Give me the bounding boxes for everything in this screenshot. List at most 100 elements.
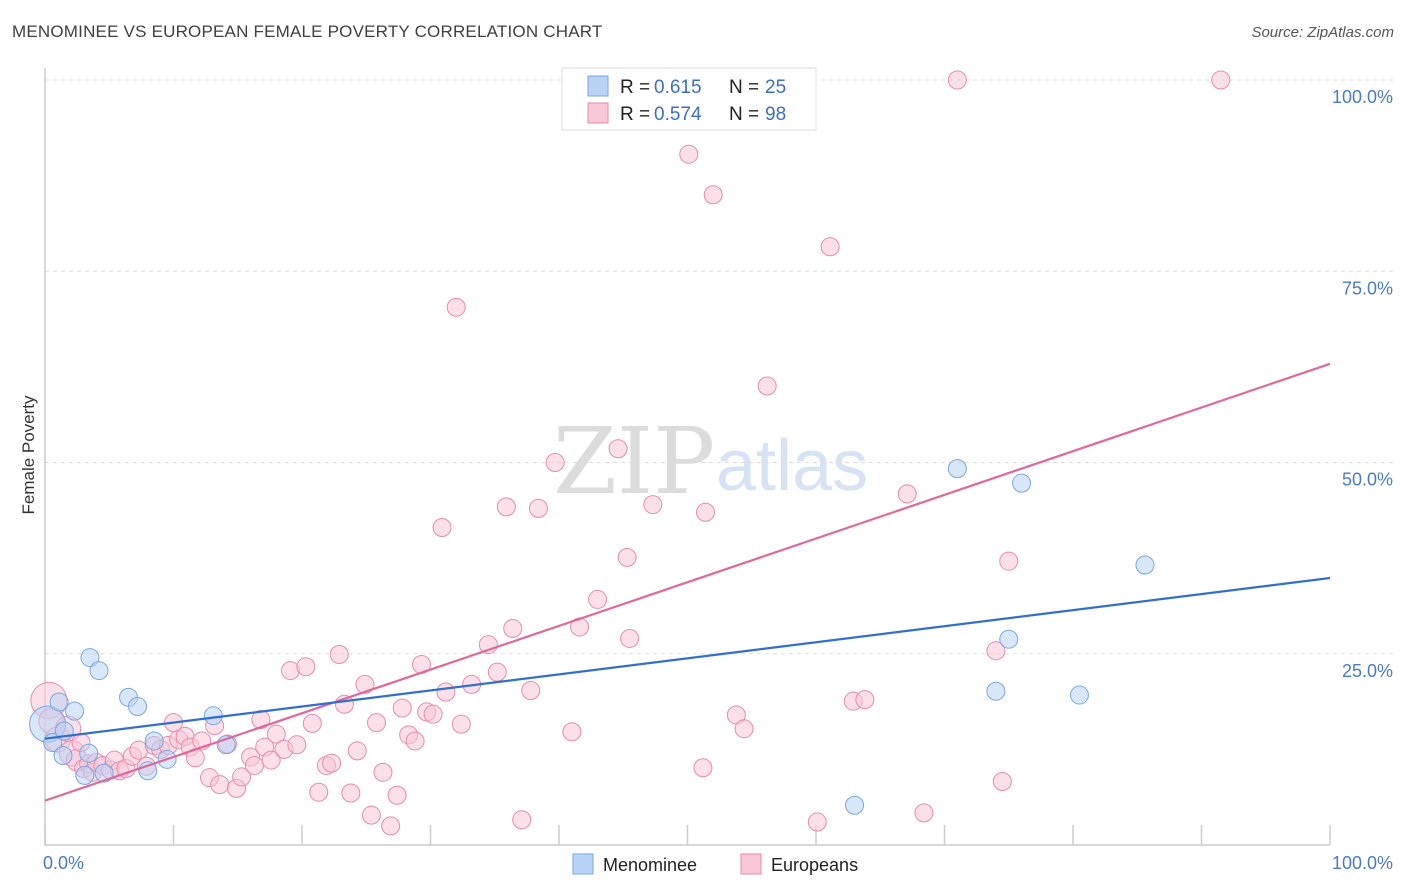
europeans-trend-line (44, 362, 1331, 802)
bottom-legend-swatch-menominee (572, 853, 594, 875)
europeans-point-70 (487, 662, 507, 682)
europeans-point-80 (608, 439, 628, 459)
menominee-point-21 (999, 629, 1019, 649)
europeans-point-99 (992, 772, 1012, 792)
legend-n-value-europeans: 98 (765, 104, 786, 125)
x-tick-label-0: 0.0% (43, 853, 84, 873)
europeans-point-92 (820, 237, 840, 257)
legend-r-label-europeans: R = (620, 104, 650, 125)
europeans-point-48 (329, 645, 349, 665)
europeans-point-75 (528, 498, 548, 518)
menominee-point-16 (203, 706, 223, 726)
europeans-point-86 (695, 502, 715, 522)
europeans-point-67 (451, 714, 471, 734)
europeans-point-87 (703, 185, 723, 205)
europeans-point-33 (232, 767, 252, 787)
menominee-point-20 (986, 681, 1006, 701)
menominee-point-19 (947, 459, 967, 479)
menominee-point-7 (79, 743, 99, 763)
legend-r-value-europeans: 0.574 (654, 104, 702, 125)
europeans-point-98 (986, 641, 1006, 661)
x-tick-label-1: 100.0% (1332, 853, 1393, 873)
europeans-point-91 (807, 812, 827, 832)
menominee-point-9 (89, 661, 109, 681)
europeans-point-60 (405, 731, 425, 751)
europeans-point-96 (914, 803, 934, 823)
europeans-point-43 (296, 657, 316, 677)
europeans-point-64 (432, 518, 452, 538)
europeans-point-54 (367, 713, 387, 733)
europeans-point-84 (679, 144, 699, 164)
europeans-point-97 (947, 70, 967, 90)
europeans-point-56 (381, 816, 401, 836)
chart-title: MENOMINEE VS EUROPEAN FEMALE POVERTY COR… (12, 22, 603, 41)
europeans-point-81 (617, 547, 637, 567)
legend-n-label-europeans: N = (729, 104, 759, 125)
legend-bottom: Menominee Europeans (572, 853, 858, 875)
menominee-point-22 (1012, 473, 1032, 493)
watermark-zip: ZIP (553, 408, 715, 515)
y-tick-label-3: 100.0% (1332, 87, 1393, 107)
europeans-point-66 (446, 297, 466, 317)
menominee-point-5 (65, 701, 85, 721)
europeans-point-36 (251, 710, 271, 730)
europeans-point-83 (643, 495, 663, 515)
europeans-point-71 (496, 497, 516, 517)
europeans-point-72 (503, 619, 523, 639)
europeans-point-45 (309, 782, 329, 802)
menominee-point-14 (144, 731, 164, 751)
europeans-point-101 (1211, 70, 1231, 90)
menominee-point-2 (49, 692, 69, 712)
europeans-point-82 (620, 628, 640, 648)
europeans-point-65 (436, 682, 456, 702)
legend-r-label-menominee: R = (620, 77, 650, 98)
legend-swatch-europeans (587, 102, 609, 124)
menominee-point-18 (845, 795, 865, 815)
europeans-point-42 (287, 735, 307, 755)
menominee-point-12 (128, 697, 148, 717)
europeans-point-63 (423, 704, 443, 724)
source-label: Source: ZipAtlas.com (1251, 24, 1394, 41)
europeans-point-58 (392, 698, 412, 718)
europeans-point-74 (521, 680, 541, 700)
europeans-point-57 (387, 785, 407, 805)
europeans-point-38 (261, 750, 281, 770)
europeans-point-44 (302, 713, 322, 733)
europeans-point-100 (999, 551, 1019, 571)
legend-swatch-menominee (587, 75, 609, 97)
europeans-point-89 (734, 719, 754, 739)
menominee-point-4 (53, 745, 73, 765)
y-tick-label-2: 75.0% (1342, 278, 1393, 298)
europeans-point-55 (373, 762, 393, 782)
y-tick-labels: 25.0% 50.0% 75.0% 100.0% (1332, 87, 1393, 681)
europeans-point-77 (562, 722, 582, 742)
y-tick-label-0: 25.0% (1342, 661, 1393, 681)
legend-n-label-menominee: N = (729, 77, 759, 98)
menominee-point-23 (1069, 685, 1089, 705)
europeans-point-47 (322, 753, 342, 773)
x-tick-labels: 0.0% 100.0% (43, 853, 1393, 873)
europeans-point-95 (897, 484, 917, 504)
europeans-point-52 (355, 674, 375, 694)
bottom-legend-label-europeans: Europeans (771, 855, 858, 875)
europeans-point-85 (693, 758, 713, 778)
europeans-point-35 (244, 755, 264, 775)
y-tick-label-1: 50.0% (1342, 470, 1393, 490)
europeans-point-76 (545, 453, 565, 472)
y-axis-title: Female Poverty (19, 395, 38, 515)
europeans-point-50 (341, 783, 361, 803)
bottom-legend-label-menominee: Menominee (603, 855, 697, 875)
europeans-point-90 (757, 376, 777, 396)
menominee-trend-line (44, 576, 1331, 740)
europeans-point-94 (855, 690, 875, 710)
menominee-point-8 (80, 648, 100, 668)
europeans-point-39 (266, 724, 286, 744)
menominee-point-6 (75, 765, 95, 785)
europeans-point-73 (512, 810, 532, 830)
europeans-point-79 (588, 589, 608, 609)
legend-top: R = 0.615 N = 25 R = 0.574 N = 98 (561, 67, 817, 131)
europeans-point-51 (347, 741, 367, 761)
watermark-atlas: atlas (716, 426, 868, 506)
menominee-point-10 (94, 763, 114, 783)
